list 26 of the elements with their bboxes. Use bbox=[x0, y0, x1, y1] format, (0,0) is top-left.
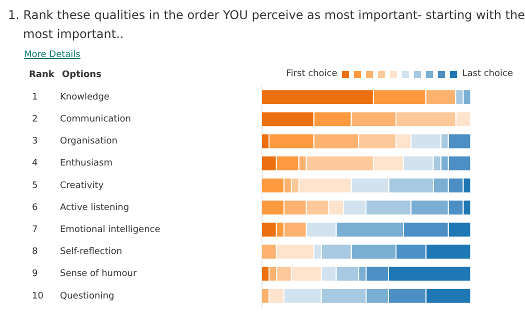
text: 6 bbox=[32, 202, 38, 213]
text: 3 bbox=[32, 136, 38, 147]
y-tick-label: Sense of humour bbox=[60, 269, 137, 280]
y-tick-label: Self-reflection bbox=[60, 247, 122, 258]
text: More Details bbox=[24, 50, 80, 60]
text: 7 bbox=[32, 224, 38, 235]
text: 5 bbox=[32, 180, 38, 191]
y-tick-label: Knowledge bbox=[60, 92, 110, 102]
y-tick-label: Communication bbox=[60, 114, 131, 124]
chart-title: 1. Rank these qualities in the order YOU perceive as most important- starting with the most important.. bbox=[8, 7, 525, 43]
text: 4 bbox=[32, 158, 38, 169]
text: 8 bbox=[32, 247, 38, 258]
y-tick-label: Emotional intelligence bbox=[60, 224, 161, 235]
y-tick-label: Enthusiasm bbox=[60, 158, 112, 169]
text: Rank bbox=[29, 70, 54, 80]
series-label: First choice bbox=[286, 69, 338, 79]
text: 10 bbox=[32, 291, 44, 302]
text: 2 bbox=[32, 114, 38, 124]
text: 1 bbox=[32, 92, 38, 102]
y-tick-label: Active listening bbox=[60, 202, 130, 213]
y-tick-label: Organisation bbox=[60, 136, 118, 147]
text: 9 bbox=[32, 269, 38, 280]
text: Options bbox=[62, 70, 102, 80]
y-tick-label: Questioning bbox=[60, 291, 114, 302]
legend-label: Last choice bbox=[462, 69, 513, 79]
y-tick-label: Creativity bbox=[60, 180, 104, 191]
